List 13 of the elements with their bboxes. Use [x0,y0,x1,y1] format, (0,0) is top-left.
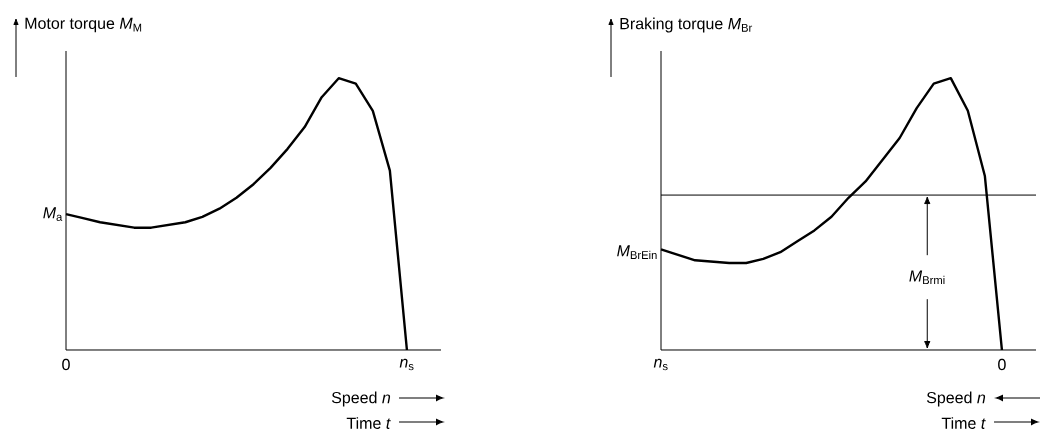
x-axis-title: Speed n [331,391,391,407]
y-axis-title: Braking torque M$_{Br}$ [620,17,753,33]
annotation: M$_{Brmi}$ [909,270,945,284]
text: Time t [346,417,391,429]
x-tick-label: n$_{s}$ [399,358,414,371]
x-axis-title: Speed n [926,391,986,407]
y-axis-title: Motor torque M$_{M}$ [25,17,142,33]
x-tick-label: 0 [998,358,1006,371]
text: Time t [941,417,986,429]
x-tick-label: 0 [62,358,70,371]
annotation: M$_{a}$ [43,207,63,221]
annotation: M$_{BrEin}$ [617,245,657,259]
x-tick-label: n$_{s}$ [653,358,668,371]
